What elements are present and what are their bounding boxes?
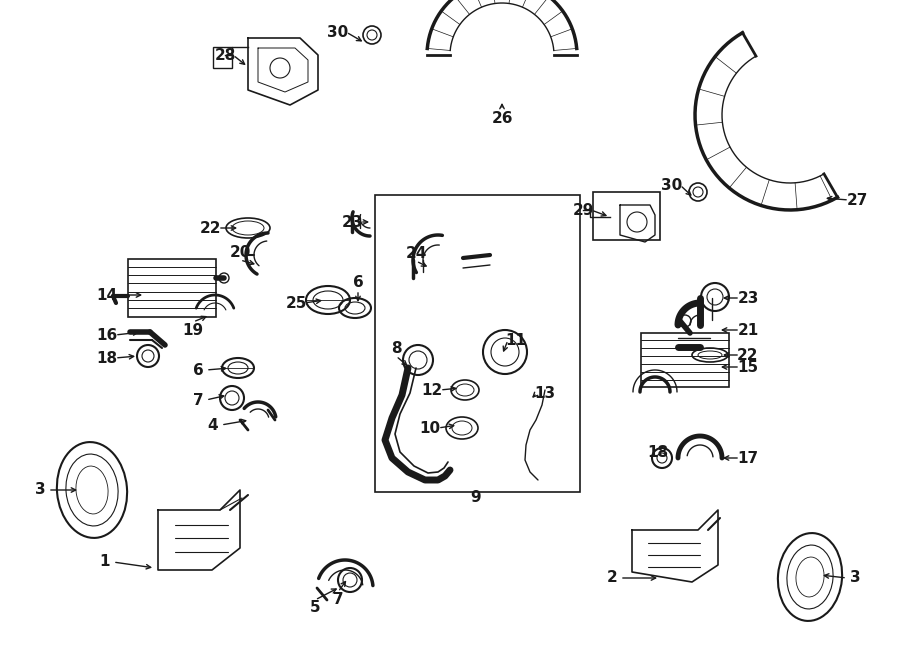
Text: 14: 14 [96,287,118,303]
Text: 18: 18 [96,350,118,365]
Text: 12: 12 [421,383,443,397]
Text: 10: 10 [419,420,441,436]
Text: 2: 2 [607,571,617,585]
Bar [593,192,660,240]
Text: 26: 26 [491,111,513,126]
Text: 15: 15 [737,359,759,375]
Text: 21: 21 [737,322,759,338]
Text: 18: 18 [647,444,669,459]
Text: 5: 5 [310,600,320,616]
Text: 1: 1 [100,555,111,569]
Text: 3: 3 [850,571,860,585]
Text: 16: 16 [96,328,118,342]
Text: 23: 23 [341,214,363,230]
Text: 22: 22 [199,220,220,236]
Text: 22: 22 [737,348,759,363]
Text: 13: 13 [535,385,555,401]
Text: 30: 30 [662,177,682,193]
Bar [213,47,232,68]
Text: 8: 8 [391,340,401,355]
Text: 6: 6 [353,275,364,289]
Text: 27: 27 [846,193,868,207]
Text: 25: 25 [285,295,307,310]
Text: 24: 24 [405,246,427,261]
Text: 9: 9 [471,489,482,504]
Text: 17: 17 [737,451,759,465]
Bar [375,195,580,492]
Bar [128,259,216,317]
Text: 23: 23 [737,291,759,305]
Text: 19: 19 [183,322,203,338]
Bar [641,333,729,387]
Text: 4: 4 [208,418,219,432]
Text: 11: 11 [506,332,526,348]
Text: 7: 7 [193,393,203,408]
Text: 30: 30 [328,24,348,40]
Text: 7: 7 [333,592,343,608]
Text: 28: 28 [214,48,236,62]
Text: 20: 20 [230,244,251,260]
Text: 3: 3 [35,483,45,498]
Text: 29: 29 [572,203,594,218]
Text: 6: 6 [193,363,203,377]
